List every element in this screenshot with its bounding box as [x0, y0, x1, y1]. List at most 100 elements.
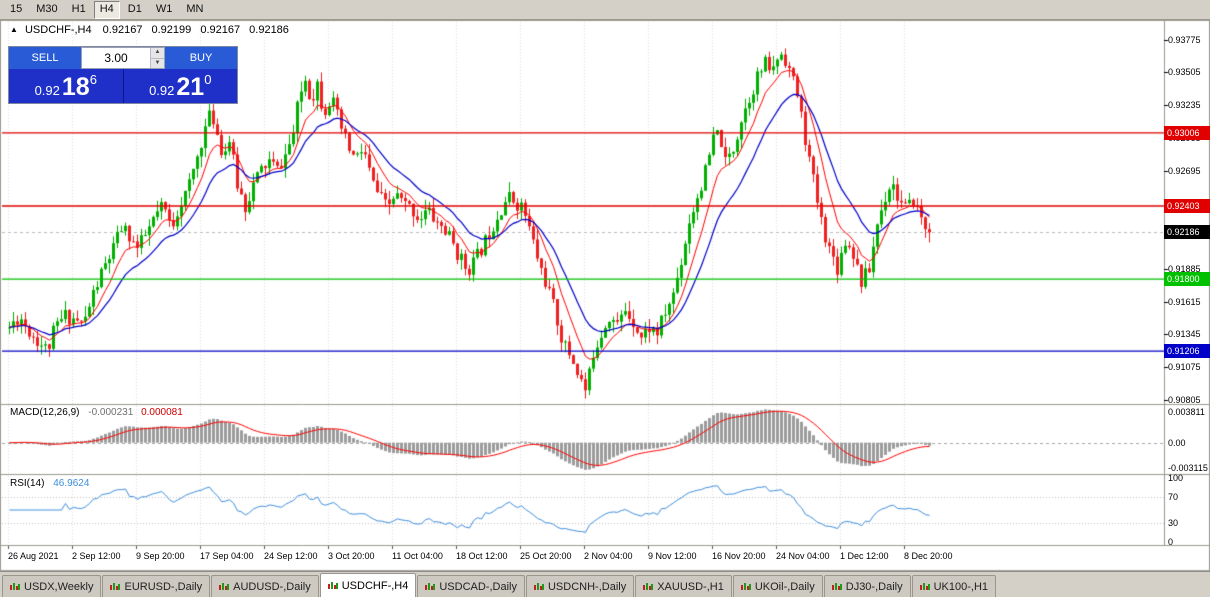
mini-chart-icon: [425, 582, 436, 592]
time-axis-label: 1 Dec 12:00: [840, 551, 889, 561]
mini-chart-icon: [740, 582, 751, 592]
time-axis-label: 2 Nov 04:00: [584, 551, 633, 561]
level-price-badge[interactable]: 0.93006: [1164, 125, 1210, 140]
mini-chart-icon: [327, 581, 338, 591]
chart-tab[interactable]: USDCAD-,Daily: [417, 575, 525, 597]
level-price-badge[interactable]: 0.91800: [1164, 272, 1210, 287]
sell-price-point: 6: [89, 72, 97, 87]
chart-tab[interactable]: USDX,Weekly: [2, 575, 102, 597]
mini-chart-icon: [533, 582, 544, 592]
chart-tab[interactable]: USDCNH-,Daily: [525, 575, 635, 597]
mini-chart-icon: [831, 582, 842, 592]
chart-tab[interactable]: DJ30-,Daily: [823, 575, 911, 597]
mini-chart-icon: [643, 582, 654, 592]
timeframe-button-m30[interactable]: M30: [36, 2, 58, 15]
chart-ohlc-line: ▲ USDCHF-,H4 0.92167 0.92199 0.92167 0.9…: [10, 24, 295, 36]
rsi-axis-label: 70: [1168, 492, 1179, 503]
collapse-arrow-icon[interactable]: ▲: [10, 25, 18, 34]
macd-axis-label: 0.003811: [1168, 407, 1205, 418]
mini-chart-icon: [919, 582, 930, 592]
ohlc-close: 0.92186: [249, 24, 289, 36]
mini-chart-icon: [10, 582, 20, 592]
macd-name: MACD(12,26,9): [10, 407, 80, 418]
sell-button[interactable]: SELL: [9, 47, 81, 69]
chart-tab[interactable]: UK100-,H1: [911, 575, 997, 597]
time-axis-label: 9 Nov 12:00: [648, 551, 697, 561]
chart-tab[interactable]: AUDUSD-,Daily: [211, 575, 319, 597]
chart-tab-label: DJ30-,Daily: [845, 580, 903, 593]
sell-price-base: 0.92: [34, 83, 60, 98]
chart-tab-label: USDCNH-,Daily: [547, 580, 627, 593]
level-price-badge[interactable]: 0.91206: [1164, 344, 1210, 359]
chart-tab[interactable]: XAUUSD-,H1: [635, 575, 732, 597]
price-tick-label: 0.93235: [1168, 100, 1201, 111]
timeframe-button-d1[interactable]: D1: [127, 2, 142, 15]
timeframe-button-mn[interactable]: MN: [186, 2, 204, 15]
lot-spinner: ▲ ▼: [150, 48, 164, 68]
chart-tab[interactable]: UKOil-,Daily: [732, 575, 823, 597]
time-axis-label: 17 Sep 04:00: [200, 551, 254, 561]
buy-price-point: 0: [204, 72, 212, 87]
rsi-indicator-label: RSI(14) 46.9624: [10, 478, 89, 489]
price-tick-label: 0.93775: [1168, 34, 1201, 45]
ohlc-high: 0.92199: [151, 24, 192, 36]
rsi-axis-label: 0: [1168, 537, 1174, 547]
sell-price-pips: 18: [61, 73, 90, 101]
time-axis-label: 3 Oct 20:00: [328, 551, 375, 561]
lot-size-box: ▲ ▼: [81, 47, 165, 69]
macd-signal-value: 0.000081: [141, 407, 183, 418]
price-tick-label: 0.90805: [1168, 394, 1201, 405]
buy-price-pips: 21: [176, 73, 205, 101]
time-axis-label: 2 Sep 12:00: [72, 551, 121, 561]
macd-main-value: -0.000231: [88, 407, 134, 418]
lot-size-input[interactable]: [82, 48, 150, 68]
time-axis-label: 24 Nov 04:00: [776, 551, 830, 561]
buy-button[interactable]: BUY: [165, 47, 237, 69]
buy-price-base: 0.92: [149, 83, 175, 98]
rsi-axis-label: 30: [1168, 517, 1179, 528]
price-tick-label: 0.91075: [1168, 362, 1201, 372]
chart-tab-label: UK100-,H1: [933, 580, 989, 593]
chart-tabs-bar: USDX,Weekly EURUSD-,Daily AUDUSD-,Daily USD…: [0, 571, 1210, 597]
price-tick-label: 0.92695: [1168, 165, 1201, 176]
time-axis-label: 8 Dec 20:00: [904, 551, 953, 561]
chart-tab-label: UKOil-,Daily: [754, 580, 815, 593]
time-axis-label: 9 Sep 20:00: [136, 551, 185, 561]
macd-axis-label: 0.00: [1168, 437, 1186, 448]
rsi-axis-label: 100: [1168, 473, 1184, 483]
macd-indicator-label: MACD(12,26,9) -0.000231 0.000081: [10, 407, 183, 418]
time-axis-label: 24 Sep 12:00: [264, 551, 318, 561]
lot-increase-button[interactable]: ▲: [151, 48, 164, 59]
timeframe-button-w1[interactable]: W1: [155, 2, 173, 15]
chart-tab-label: USDCAD-,Daily: [439, 580, 517, 593]
chart-tab-label: USDCHF-,H4: [341, 579, 409, 592]
ohlc-open: 0.92167: [102, 24, 143, 36]
level-price-badge[interactable]: 0.92403: [1164, 198, 1210, 213]
price-tick-label: 0.93505: [1168, 67, 1201, 78]
timeframe-toolbar: 15 M30 H1 H4 D1 W1 MN: [0, 0, 1210, 20]
chart-tab[interactable]: USDCHF-,H4: [319, 573, 417, 597]
timeframe-button-h4[interactable]: H4: [93, 0, 120, 19]
price-tick-label: 0.91885: [1168, 263, 1201, 274]
time-axis-label: 26 Aug 2021: [8, 551, 59, 561]
ohlc-low: 0.92167: [200, 24, 241, 36]
chart-tab-label: AUDUSD-,Daily: [233, 580, 311, 593]
time-axis-label: 16 Nov 20:00: [712, 551, 766, 561]
chart-tab-label: USDX,Weekly: [24, 580, 94, 593]
current-price-badge: 0.92186: [1164, 225, 1210, 240]
chart-symbol-title: USDCHF-,H4: [24, 24, 92, 36]
time-axis-label: 18 Oct 12:00: [456, 551, 508, 561]
chart-tab-label: EURUSD-,Daily: [124, 580, 203, 593]
sell-price-display[interactable]: 0.92 18 6: [9, 69, 124, 103]
chart-tab[interactable]: EURUSD-,Daily: [102, 575, 211, 597]
lot-decrease-button[interactable]: ▼: [151, 58, 164, 68]
timeframe-button-h1[interactable]: H1: [71, 2, 86, 15]
macd-axis-label: -0.003115: [1168, 462, 1208, 473]
buy-price-display[interactable]: 0.92 21 0: [124, 69, 238, 103]
rsi-name: RSI(14): [10, 478, 45, 489]
rsi-value: 46.9624: [53, 478, 90, 489]
timeframe-button-15[interactable]: 15: [10, 2, 23, 15]
time-axis-label: 11 Oct 04:00: [392, 551, 443, 561]
chart-tab-label: XAUUSD-,H1: [657, 580, 724, 593]
